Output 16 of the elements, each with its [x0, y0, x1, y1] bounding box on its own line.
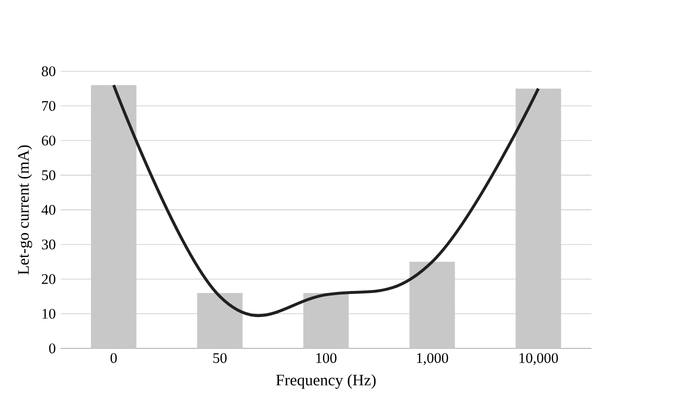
y-tick-label: 50	[42, 170, 56, 180]
y-tick-label: 60	[42, 136, 56, 146]
x-tick-label: 50	[213, 353, 227, 364]
x-tick-label: 100	[316, 353, 336, 364]
y-tick-label: 10	[42, 309, 56, 319]
y-tick-label: 30	[42, 240, 56, 250]
x-axis-title: Frequency (Hz)	[276, 374, 376, 389]
y-tick-label: 40	[42, 205, 56, 215]
y-tick-label: 0	[49, 344, 56, 354]
y-tick-label: 20	[42, 274, 56, 284]
y-tick-label: 70	[42, 101, 56, 112]
y-axis-title: Let-go current (mA)	[18, 146, 32, 275]
x-tick-label: 10,000	[520, 353, 558, 366]
x-tick-label: 1,000	[417, 353, 448, 366]
y-tick-label: 80	[42, 66, 56, 76]
x-tick-label: 0	[110, 353, 117, 364]
